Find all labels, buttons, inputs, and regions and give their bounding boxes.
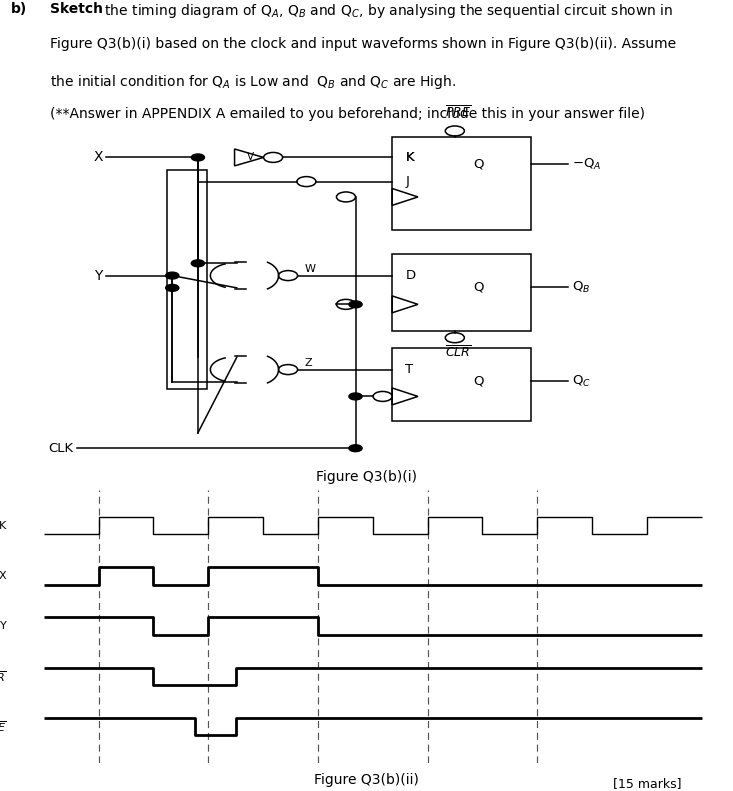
Bar — [392, 349, 531, 422]
Text: W: W — [304, 263, 315, 274]
Text: CLK: CLK — [0, 520, 7, 531]
Circle shape — [191, 260, 205, 267]
Circle shape — [166, 285, 179, 291]
Text: Q: Q — [473, 158, 483, 171]
Text: [15 marks]: [15 marks] — [614, 778, 682, 790]
Text: CLK: CLK — [48, 441, 73, 455]
Text: V: V — [247, 152, 254, 161]
Circle shape — [349, 445, 362, 452]
Text: $\overline{CLR}$: $\overline{CLR}$ — [0, 669, 7, 683]
Text: J: J — [405, 175, 409, 188]
Text: X: X — [0, 571, 7, 581]
Bar — [392, 255, 531, 331]
Text: Y: Y — [95, 269, 103, 282]
Circle shape — [191, 154, 205, 161]
Text: Y: Y — [0, 621, 7, 631]
Circle shape — [349, 393, 362, 400]
Text: Q$_C$: Q$_C$ — [572, 373, 591, 388]
Text: K: K — [405, 151, 414, 164]
Text: Sketch: Sketch — [50, 2, 103, 16]
Text: Figure Q3(b)(i): Figure Q3(b)(i) — [316, 470, 417, 484]
Text: Q$_B$: Q$_B$ — [572, 279, 590, 294]
Text: Z: Z — [304, 358, 312, 368]
Text: T: T — [405, 363, 413, 376]
Text: $-$Q$_A$: $-$Q$_A$ — [572, 157, 601, 172]
Text: $\overline{CLR}$: $\overline{CLR}$ — [446, 345, 471, 360]
Text: Figure Q3(b)(i) based on the clock and input waveforms shown in Figure Q3(b)(ii): Figure Q3(b)(i) based on the clock and i… — [50, 37, 676, 51]
Text: D: D — [405, 269, 416, 282]
Text: $\overline{PRE}$: $\overline{PRE}$ — [446, 104, 471, 120]
Text: K: K — [405, 151, 414, 164]
Text: Q: Q — [473, 281, 483, 293]
Circle shape — [166, 272, 179, 279]
Text: the timing diagram of Q$_A$, Q$_B$ and Q$_C$, by analysing the sequential circui: the timing diagram of Q$_A$, Q$_B$ and Q… — [100, 2, 673, 20]
Bar — [392, 138, 531, 229]
Circle shape — [349, 301, 362, 308]
Bar — [167, 170, 207, 388]
Text: (**Answer in APPENDIX A emailed to you beforehand; include this in your answer f: (**Answer in APPENDIX A emailed to you b… — [50, 107, 645, 121]
Text: X: X — [93, 150, 103, 165]
Text: Q: Q — [473, 375, 483, 388]
Text: the initial condition for Q$_A$ is Low and  Q$_B$ and Q$_C$ are High.: the initial condition for Q$_A$ is Low a… — [50, 73, 456, 91]
Text: Figure Q3(b)(ii): Figure Q3(b)(ii) — [314, 773, 419, 787]
Text: b): b) — [11, 2, 27, 16]
Text: $\overline{PRE}$: $\overline{PRE}$ — [0, 719, 7, 734]
